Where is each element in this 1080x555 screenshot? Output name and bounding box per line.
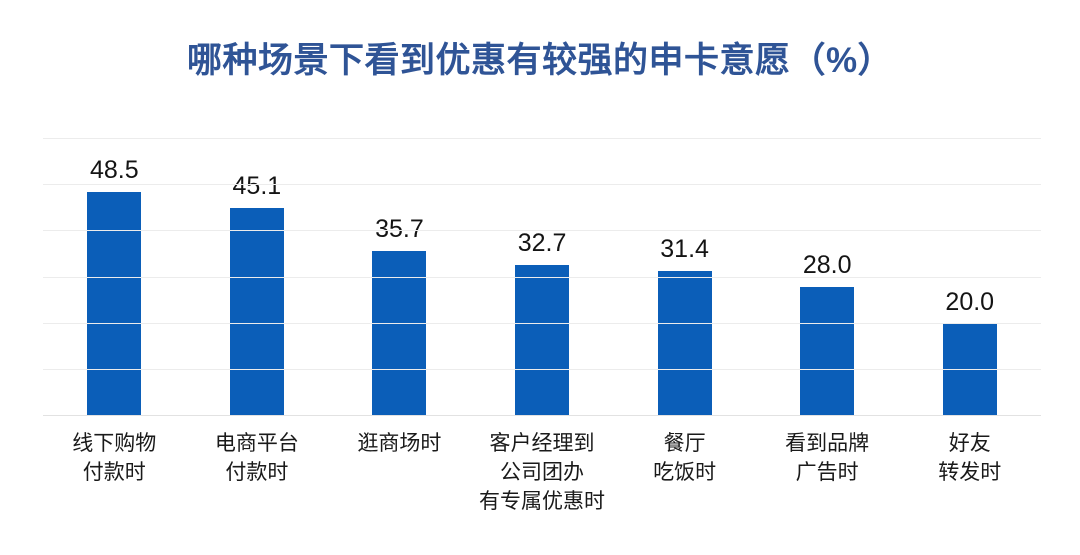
gridline xyxy=(43,368,1041,370)
gridline xyxy=(43,184,1041,186)
bar-value-label: 32.7 xyxy=(517,229,567,258)
bar xyxy=(372,251,427,416)
gridline xyxy=(43,230,1041,232)
bar-value-label: 31.4 xyxy=(660,235,709,264)
bar-column: 20.0 xyxy=(898,139,1041,416)
bar-value-label: 35.7 xyxy=(375,215,424,244)
category-label: 电商平台 付款时 xyxy=(214,432,299,484)
bar-value-label: 45.1 xyxy=(232,171,282,200)
x-axis-line xyxy=(43,415,1041,416)
plot-area: 48.5 45.1 35.7 32.7 31.4 28.0 20.0 xyxy=(43,138,1041,416)
category-axis: 线下购物 付款时 电商平台 付款时 逛商场时 客户经理到 公司团办 有专属优惠时 餐厅 吃饭时 看到… xyxy=(43,429,1041,516)
bar xyxy=(657,271,712,416)
bar-value-label: 20.0 xyxy=(945,287,995,316)
bar xyxy=(229,207,284,416)
gridline xyxy=(43,138,1041,139)
category-label: 好友 转发时 xyxy=(938,432,1002,484)
bar-column: 35.7 xyxy=(328,139,471,416)
category-label: 客户经理到 公司团办 有专属优惠时 xyxy=(479,432,606,513)
bar-column: 48.5 xyxy=(43,139,186,416)
category-label: 餐厅 吃饭时 xyxy=(653,432,717,484)
bar xyxy=(800,286,855,416)
bar-value-label: 28.0 xyxy=(802,250,852,279)
bar-columns: 48.5 45.1 35.7 32.7 31.4 28.0 20.0 xyxy=(43,139,1041,416)
category-label: 看到品牌 广告时 xyxy=(785,432,870,484)
chart-title: 哪种场景下看到优惠有较强的申卡意愿（%） xyxy=(186,41,894,80)
bar xyxy=(87,192,142,416)
category-label: 线下购物 付款时 xyxy=(72,432,157,484)
bar-column: 32.7 xyxy=(471,139,614,416)
gridline xyxy=(43,322,1041,324)
bar xyxy=(515,265,570,416)
category-label: 逛商场时 xyxy=(357,432,442,455)
bar-column: 45.1 xyxy=(186,139,329,416)
bar-column: 28.0 xyxy=(756,139,899,416)
bar-value-label: 48.5 xyxy=(89,156,139,185)
bar-column: 31.4 xyxy=(613,139,756,416)
gridline xyxy=(43,276,1041,278)
